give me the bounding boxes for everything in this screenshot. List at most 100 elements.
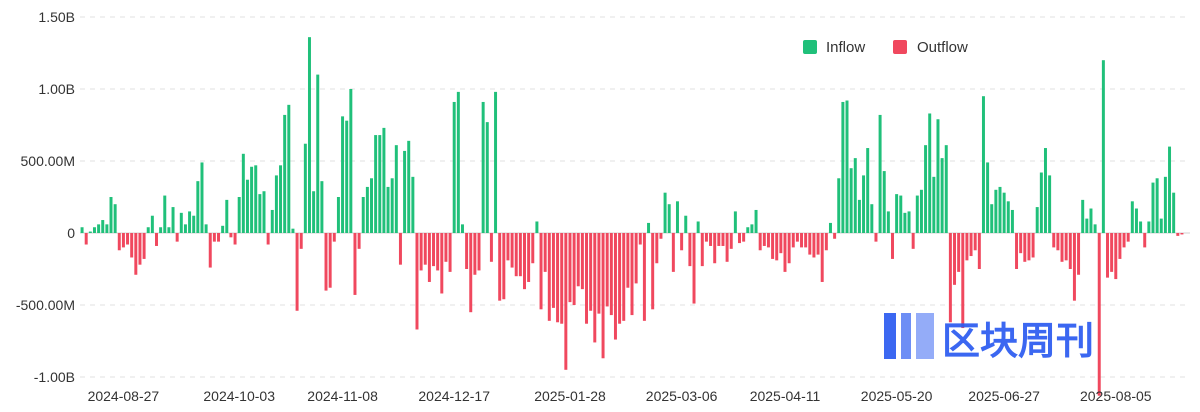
bar-inflow bbox=[1035, 207, 1039, 233]
bar-outflow bbox=[1060, 233, 1064, 262]
bar-outflow bbox=[969, 233, 973, 257]
bar-inflow bbox=[109, 197, 113, 233]
bar-inflow bbox=[159, 227, 163, 233]
bar-inflow bbox=[986, 162, 990, 233]
bar-outflow bbox=[804, 233, 808, 248]
bar-inflow bbox=[990, 204, 994, 233]
bar-inflow bbox=[80, 227, 84, 233]
bar-outflow bbox=[589, 233, 593, 311]
bar-outflow bbox=[787, 233, 791, 264]
bar-outflow bbox=[824, 233, 828, 251]
bar-inflow bbox=[940, 158, 944, 233]
bar-outflow bbox=[771, 233, 775, 259]
bar-outflow bbox=[713, 233, 717, 264]
bar-outflow bbox=[808, 233, 812, 255]
bar-outflow bbox=[469, 233, 473, 313]
bar-outflow bbox=[353, 233, 357, 295]
bar-inflow bbox=[374, 135, 378, 233]
bar-outflow bbox=[175, 233, 179, 242]
bar-inflow bbox=[394, 145, 398, 233]
bar-inflow bbox=[105, 224, 109, 233]
bar-inflow bbox=[998, 186, 1002, 233]
bar-outflow bbox=[543, 233, 547, 272]
bar-inflow bbox=[862, 175, 866, 233]
bar-inflow bbox=[994, 189, 998, 233]
bar-inflow bbox=[192, 215, 196, 233]
bar-inflow bbox=[365, 186, 369, 233]
bar-inflow bbox=[754, 209, 758, 233]
bar-outflow bbox=[779, 233, 783, 254]
bar-outflow bbox=[725, 233, 729, 262]
bar-inflow bbox=[88, 231, 92, 233]
bar-outflow bbox=[961, 233, 965, 329]
bar-outflow bbox=[502, 233, 506, 300]
bar-outflow bbox=[432, 233, 436, 267]
bar-outflow bbox=[295, 233, 299, 311]
bar-inflow bbox=[746, 227, 750, 233]
bar-outflow bbox=[605, 233, 609, 307]
bar-inflow bbox=[750, 224, 754, 233]
bar-outflow bbox=[423, 233, 427, 265]
bar-outflow bbox=[742, 233, 746, 242]
bar-outflow bbox=[1031, 233, 1035, 258]
bar-outflow bbox=[134, 233, 138, 275]
bar-outflow bbox=[568, 233, 572, 303]
bar-outflow bbox=[638, 233, 642, 245]
bar-outflow bbox=[874, 233, 878, 242]
bar-inflow bbox=[188, 211, 192, 233]
bar-outflow bbox=[572, 233, 576, 305]
bar-outflow bbox=[626, 233, 630, 288]
bar-outflow bbox=[795, 233, 799, 242]
bar-outflow bbox=[1118, 233, 1122, 259]
bar-inflow bbox=[411, 176, 415, 233]
x-tick-label: 2025-08-05 bbox=[1080, 388, 1152, 404]
bar-outflow bbox=[299, 233, 303, 249]
bar-outflow bbox=[266, 233, 270, 245]
bar-outflow bbox=[556, 233, 560, 323]
bar-inflow bbox=[150, 215, 154, 233]
bar-outflow bbox=[688, 233, 692, 267]
x-tick-label: 2025-06-27 bbox=[968, 388, 1040, 404]
bar-outflow bbox=[783, 233, 787, 272]
bar-outflow bbox=[576, 233, 580, 287]
bar-outflow bbox=[1126, 233, 1130, 242]
y-tick-label: 500.00M bbox=[21, 153, 75, 169]
bar-outflow bbox=[717, 233, 721, 246]
bar-outflow bbox=[212, 233, 216, 242]
bar-inflow bbox=[1006, 201, 1010, 233]
legend-swatch-outflow bbox=[893, 40, 907, 54]
bar-outflow bbox=[1097, 233, 1101, 396]
bar-outflow bbox=[630, 233, 634, 316]
bar-inflow bbox=[907, 211, 911, 233]
y-tick-label: -500.00M bbox=[16, 297, 75, 313]
bar-outflow bbox=[1027, 233, 1031, 261]
watermark-logo: 区块周刊 bbox=[884, 313, 1094, 363]
bar-outflow bbox=[324, 233, 328, 291]
bar-inflow bbox=[349, 89, 353, 233]
bar-outflow bbox=[1064, 233, 1068, 261]
bar-inflow bbox=[312, 191, 316, 233]
bar-inflow bbox=[258, 194, 262, 233]
bar-inflow bbox=[183, 224, 187, 233]
bar-outflow bbox=[948, 233, 952, 323]
bar-outflow bbox=[622, 233, 626, 321]
bar-outflow bbox=[514, 233, 518, 277]
bar-outflow bbox=[357, 233, 361, 249]
bar-outflow bbox=[618, 233, 622, 324]
bar-inflow bbox=[163, 195, 167, 233]
bar-outflow bbox=[911, 233, 915, 249]
y-tick-label: 1.00B bbox=[38, 81, 75, 97]
bar-inflow bbox=[944, 145, 948, 233]
bar-inflow bbox=[97, 224, 101, 233]
bar-outflow bbox=[1052, 233, 1056, 248]
bar-outflow bbox=[692, 233, 696, 304]
bar-inflow bbox=[866, 148, 870, 233]
bar-outflow bbox=[800, 233, 804, 248]
bar-inflow bbox=[1010, 209, 1014, 233]
bar-outflow bbox=[560, 233, 564, 324]
bar-outflow bbox=[398, 233, 402, 265]
y-tick-label: 1.50B bbox=[38, 9, 75, 25]
bar-outflow bbox=[1068, 233, 1072, 269]
bar-outflow bbox=[539, 233, 543, 310]
